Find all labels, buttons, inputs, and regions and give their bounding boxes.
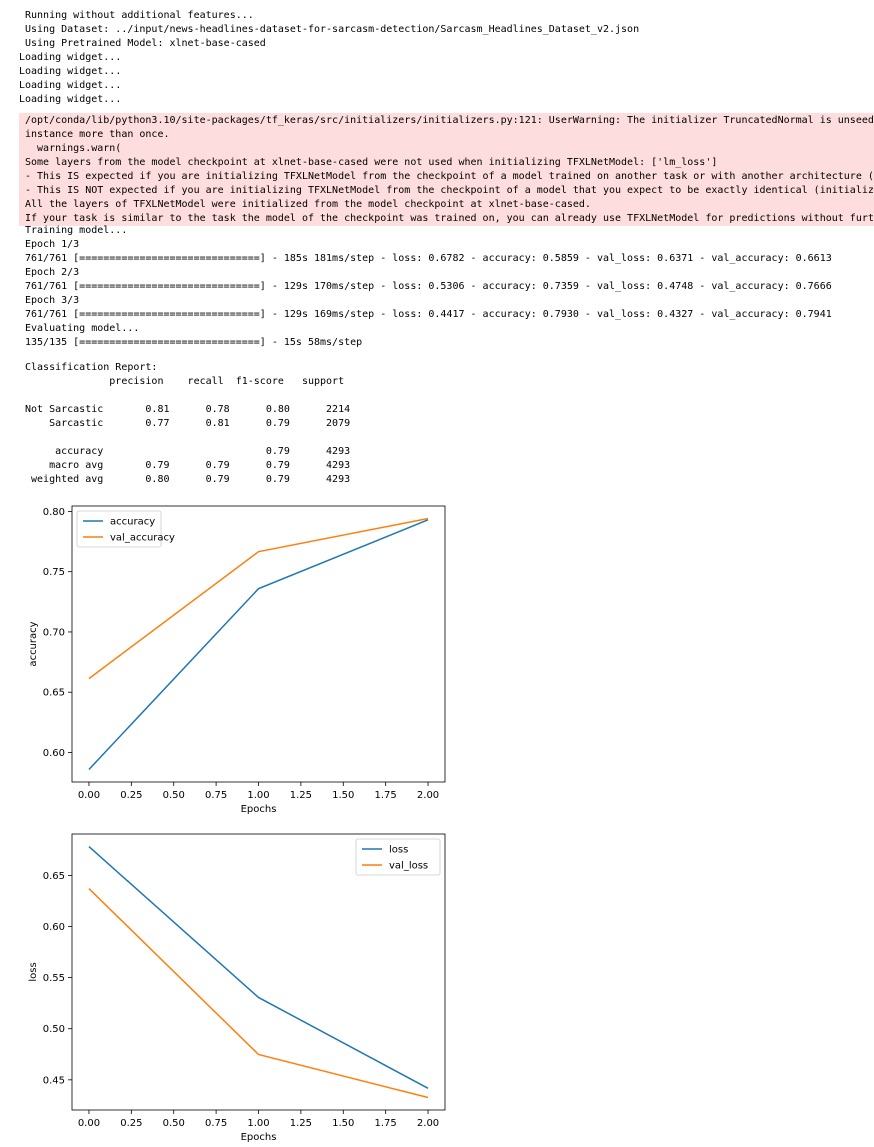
report-line: weighted avg 0.80 0.79 0.79 4293 [25, 474, 351, 485]
x-tick-label: 1.75 [375, 790, 397, 801]
series-line-val-loss [88, 888, 429, 1099]
y-tick-label: 0.55 [43, 973, 65, 984]
stdout-output: Running without additional features... Us… [25, 9, 639, 51]
x-tick-label: 0.25 [120, 790, 142, 801]
series-line-accuracy [88, 519, 429, 770]
loading-widget-line: Loading widget... [19, 66, 122, 77]
x-tick-label: 1.25 [290, 790, 312, 801]
y-tick-label: 0.45 [43, 1075, 65, 1086]
log-line: Evaluating model... [25, 323, 140, 334]
log-line: 761/761 [==============================]… [25, 281, 832, 292]
y-tick-label: 0.65 [43, 688, 65, 699]
report-line: Sarcastic 0.77 0.81 0.79 2079 [25, 418, 351, 429]
x-tick-label: 0.00 [78, 790, 100, 801]
x-tick-label: 1.00 [247, 790, 269, 801]
y-tick-label: 0.50 [43, 1024, 65, 1035]
series-line-loss [88, 846, 429, 1089]
report-line [25, 431, 350, 445]
y-axis-label: loss [28, 962, 39, 981]
stderr-line: - This IS expected if you are initializi… [25, 171, 874, 182]
log-line: Epoch 1/3 [25, 239, 80, 250]
stdout-line: Using Pretrained Model: xlnet-base-cased [25, 38, 266, 49]
log-line: 761/761 [==============================]… [25, 309, 832, 320]
report-line: Not Sarcastic 0.81 0.78 0.80 2214 [25, 404, 351, 415]
x-tick-label: 2.00 [417, 1118, 439, 1129]
report-line: accuracy 0.79 4293 [25, 446, 351, 457]
series-line-val-accuracy [88, 517, 429, 680]
report-line: Classification Report: [25, 362, 158, 373]
y-tick-label: 0.60 [43, 748, 65, 759]
stderr-line: Some layers from the model checkpoint at… [25, 157, 718, 168]
loading-widget-line: Loading widget... [19, 80, 122, 91]
loss-chart: 0.00 0.25 0.50 0.75 1.00 1.25 1.50 1.75 2.00 0.45… [28, 833, 446, 1143]
stderr-text: /opt/conda/lib/python3.10/site-packages/… [25, 114, 874, 226]
classification-report: Classification Report: precision recall … [25, 361, 350, 487]
y-tick-label: 0.80 [43, 507, 65, 518]
report-line: macro avg 0.79 0.79 0.79 4293 [25, 460, 351, 471]
training-log: Training model... Epoch 1/3 761/761 [=====… [25, 224, 832, 350]
widget-placeholders: Loading widget... Loading widget... Loadin… [19, 51, 121, 107]
x-tick-label: 0.00 [78, 1118, 100, 1129]
log-line: 135/135 [==============================]… [25, 337, 363, 348]
log-line: Epoch 2/3 [25, 267, 80, 278]
x-tick-label: 1.00 [247, 1118, 269, 1129]
legend-box [355, 838, 441, 876]
report-line [25, 389, 350, 403]
stdout-line: Running without additional features... [25, 10, 254, 21]
y-tick-label: 0.65 [43, 871, 65, 882]
x-axis-label: Epochs [241, 804, 277, 815]
plot-area [71, 833, 446, 1111]
legend-box [76, 510, 162, 548]
y-tick-label: 0.75 [43, 567, 65, 578]
x-axis-label: Epochs [241, 1132, 277, 1143]
stderr-line: If your task is similar to the task the … [25, 213, 874, 224]
log-line: Training model... [25, 225, 128, 236]
loading-widget-line: Loading widget... [19, 94, 122, 105]
legend-label: loss [389, 845, 408, 856]
legend-label: accuracy [110, 517, 155, 528]
legend-label: val_loss [389, 861, 428, 872]
stdout-line: Using Dataset: ../input/news-headlines-d… [25, 24, 640, 35]
x-tick-label: 0.75 [205, 1118, 227, 1129]
x-tick-label: 0.50 [163, 790, 185, 801]
report-line: precision recall f1-score support [25, 376, 345, 387]
x-tick-label: 0.50 [163, 1118, 185, 1129]
stderr-line: instance more than once. [25, 129, 170, 140]
x-tick-label: 2.00 [417, 790, 439, 801]
x-tick-label: 1.25 [290, 1118, 312, 1129]
y-axis-label: accuracy [28, 621, 39, 666]
x-tick-label: 1.50 [332, 1118, 354, 1129]
log-line: 761/761 [==============================]… [25, 253, 832, 264]
accuracy-chart: 0.00 0.25 0.50 0.75 1.00 1.25 1.50 1.75 2.00 0.60… [28, 505, 446, 815]
y-tick-label: 0.70 [43, 627, 65, 638]
x-tick-label: 1.75 [375, 1118, 397, 1129]
y-tick-label: 0.60 [43, 922, 65, 933]
legend-label: val_accuracy [110, 533, 175, 544]
stderr-line: /opt/conda/lib/python3.10/site-packages/… [25, 115, 874, 126]
stderr-line: - This IS NOT expected if you are initia… [25, 185, 874, 196]
stderr-output: /opt/conda/lib/python3.10/site-packages/… [19, 113, 874, 226]
x-tick-label: 1.50 [332, 790, 354, 801]
stderr-line: All the layers of TFXLNetModel were init… [25, 199, 591, 210]
x-tick-label: 0.75 [205, 790, 227, 801]
stderr-line: warnings.warn( [25, 143, 122, 154]
log-line: Epoch 3/3 [25, 295, 80, 306]
loading-widget-line: Loading widget... [19, 52, 122, 63]
plot-area [71, 505, 446, 783]
x-tick-label: 0.25 [120, 1118, 142, 1129]
